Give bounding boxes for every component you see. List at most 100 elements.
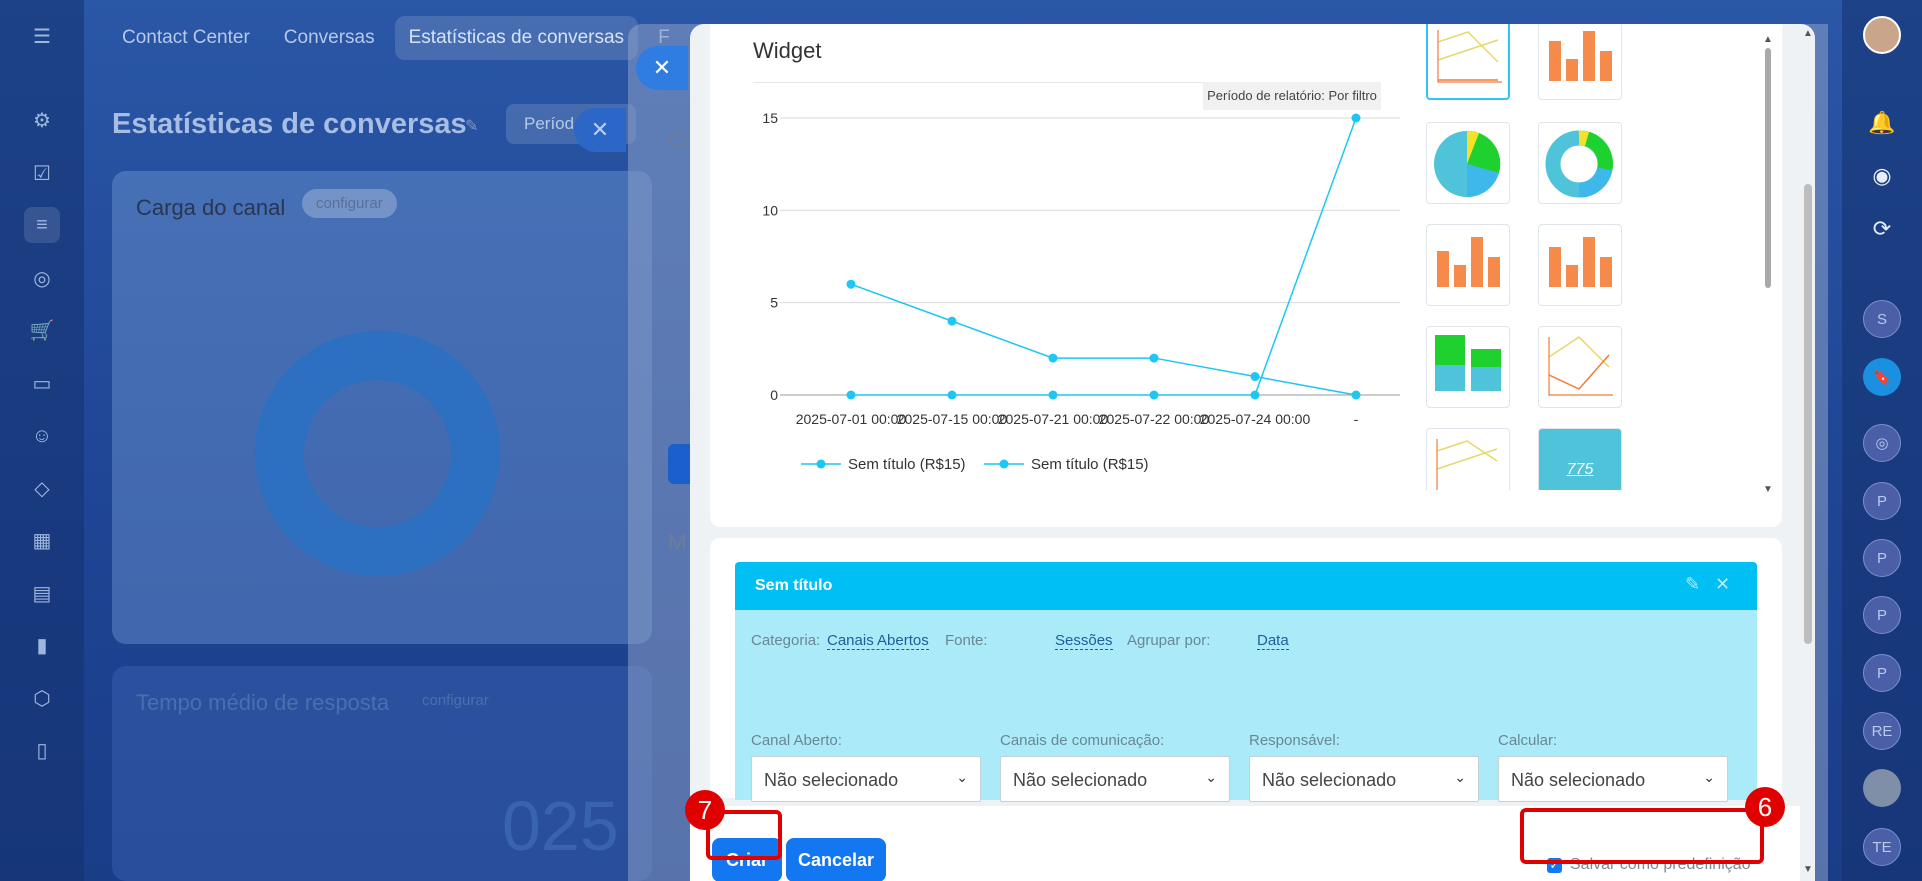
edit-icon[interactable]: ✎ <box>1685 574 1701 594</box>
robot-icon[interactable]: ☺ <box>31 424 53 447</box>
target-icon[interactable]: ◎ <box>33 267 51 290</box>
scroll-thumb[interactable] <box>1804 184 1812 644</box>
fingerprint-icon[interactable]: ◉ <box>1872 163 1892 188</box>
cart-icon[interactable]: 🛒 <box>29 319 55 342</box>
scroll-thumb[interactable] <box>1765 48 1771 288</box>
scroll-down-icon[interactable]: ▼ <box>1803 864 1813 875</box>
series-line <box>850 283 1357 396</box>
tab-conversas[interactable]: Conversas <box>283 27 375 48</box>
line-chart-thumb-icon <box>1548 336 1613 396</box>
legend-marker <box>816 459 826 469</box>
gallery-scrollbar[interactable]: ▲ ▼ <box>1763 34 1773 495</box>
thumb-bar-chart-3[interactable] <box>1538 224 1622 306</box>
select-value: Não selecionado <box>764 770 899 790</box>
bell-icon[interactable]: 🔔 <box>1868 110 1896 135</box>
source-label: Fonte: <box>945 632 988 649</box>
widget-title: Carga do canal <box>136 195 286 220</box>
thumb-bar-chart-2[interactable] <box>1426 224 1510 306</box>
store-icon[interactable]: ▦ <box>32 529 52 552</box>
category-select[interactable]: Canais Abertos <box>827 632 929 650</box>
avatar-p[interactable]: P <box>1863 654 1901 692</box>
thumb-line-chart-3[interactable] <box>1426 428 1510 490</box>
tab-estatisticas[interactable]: Estatísticas de conversas <box>394 16 639 60</box>
configure-button[interactable]: configurar <box>422 692 489 709</box>
legend-label: Sem título (R$15) <box>848 456 966 473</box>
cancel-button[interactable]: Cancelar <box>786 838 886 881</box>
avatar-p[interactable]: P <box>1863 596 1901 634</box>
page-title: Estatísticas de conversas <box>112 108 467 140</box>
avatar-s[interactable]: S <box>1863 300 1901 338</box>
thumb-pie-chart[interactable] <box>1426 122 1510 204</box>
source-select[interactable]: Sessões <box>1055 632 1113 650</box>
tasks-icon[interactable]: ☑ <box>33 162 51 185</box>
data-point <box>1149 390 1159 400</box>
step-marker-6: 6 <box>1745 787 1785 827</box>
y-tick-label: 5 <box>770 295 778 311</box>
analytics-icon[interactable]: ▮ <box>36 634 48 657</box>
line-chart-thumb-icon <box>1436 439 1498 490</box>
scroll-up-icon[interactable]: ▲ <box>1803 28 1813 39</box>
thumb-line-chart-2[interactable] <box>1538 326 1622 408</box>
user-avatar[interactable] <box>1863 16 1901 54</box>
close-icon[interactable]: ✕ <box>574 108 626 152</box>
series-line <box>851 117 1357 396</box>
field-label: Responsável: <box>1249 732 1340 749</box>
avatar-p[interactable]: P <box>1863 482 1901 520</box>
bookmark-icon[interactable]: 🔖 <box>1863 358 1901 396</box>
data-point <box>846 390 856 400</box>
thumb-stacked-bar-chart[interactable] <box>1426 326 1510 408</box>
avatar-p[interactable]: P <box>1863 539 1901 577</box>
widget-title: Tempo médio de resposta <box>136 690 390 715</box>
donut-chart <box>255 331 500 576</box>
close-slider-button[interactable]: ✕ <box>636 46 688 90</box>
thumb-line-chart[interactable] <box>1426 24 1510 100</box>
box-icon[interactable]: ◇ <box>34 477 50 500</box>
thumb-bar-chart[interactable] <box>1538 24 1622 100</box>
crm-icon[interactable]: ⚙ <box>33 109 51 132</box>
scroll-down-icon[interactable]: ▼ <box>1763 484 1773 495</box>
contact-card-icon[interactable]: ▭ <box>32 372 52 395</box>
thumb-counter[interactable]: 775 <box>1538 428 1622 490</box>
calculate-select[interactable]: Não selecionado ⌄ <box>1498 756 1728 802</box>
avatar-te[interactable]: TE <box>1863 828 1901 866</box>
widget-builder-slider: Widget Período de relatório: Por filtro … <box>690 24 1815 881</box>
chevron-down-icon: ⌄ <box>1454 769 1466 785</box>
pie-chart-thumb-icon <box>1434 130 1501 198</box>
pin-icon[interactable]: ✎ <box>465 118 479 135</box>
configure-button[interactable]: configurar <box>302 189 397 218</box>
data-point <box>846 279 856 289</box>
x-tick-label: 2025-07-22 00:00 <box>1099 411 1210 427</box>
y-tick-label: 10 <box>762 202 778 218</box>
x-tick-label: - <box>1354 411 1359 427</box>
avatar-group[interactable]: ◎ <box>1863 424 1901 462</box>
open-channel-select[interactable]: Não selecionado ⌄ <box>751 756 981 802</box>
communication-channels-select[interactable]: Não selecionado ⌄ <box>1000 756 1230 802</box>
stacked-bar-thumb-icon <box>1435 335 1501 391</box>
data-point <box>1250 390 1260 400</box>
chevron-down-icon: ⌄ <box>956 769 968 785</box>
group-by-select[interactable]: Data <box>1257 632 1289 650</box>
chart-type-gallery: 775 <box>1426 24 1766 490</box>
widget-card-response-time: Tempo médio de resposta configurar 025 <box>112 666 652 881</box>
left-sidebar: ☰ ⚙ ☑ ≡ ◎ 🛒 ▭ ☺ ◇ ▦ ▤ ▮ ⬡ ▯ <box>0 0 84 881</box>
highlight-create-button <box>706 810 782 860</box>
hex-icon[interactable]: ⬡ <box>33 687 51 710</box>
menu-icon[interactable]: ☰ <box>33 25 51 48</box>
thumb-donut-chart[interactable] <box>1538 122 1622 204</box>
responsible-select[interactable]: Não selecionado ⌄ <box>1249 756 1479 802</box>
widget-name[interactable]: Sem título <box>755 577 833 594</box>
legend-label: Sem título (R$15) <box>1031 456 1149 473</box>
doc-icon[interactable]: ▯ <box>36 739 48 762</box>
data-point <box>1149 353 1159 363</box>
close-icon[interactable]: ✕ <box>1715 574 1731 594</box>
slider-scrollbar[interactable]: ▲ ▼ <box>1800 24 1815 881</box>
avatar-cat[interactable] <box>1863 769 1901 807</box>
top-nav: Contact Center Conversas Estatísticas de… <box>108 16 684 60</box>
avatar-re[interactable]: RE <box>1863 712 1901 750</box>
calendar-icon[interactable]: ▤ <box>32 582 52 605</box>
settings-header: Sem título ✎ ✕ <box>735 562 1757 610</box>
funnel-icon[interactable]: ≡ <box>24 207 60 243</box>
sync-icon[interactable]: ⟳ <box>1872 216 1892 241</box>
tab-contact-center[interactable]: Contact Center <box>122 27 250 48</box>
scroll-up-icon[interactable]: ▲ <box>1763 34 1773 45</box>
